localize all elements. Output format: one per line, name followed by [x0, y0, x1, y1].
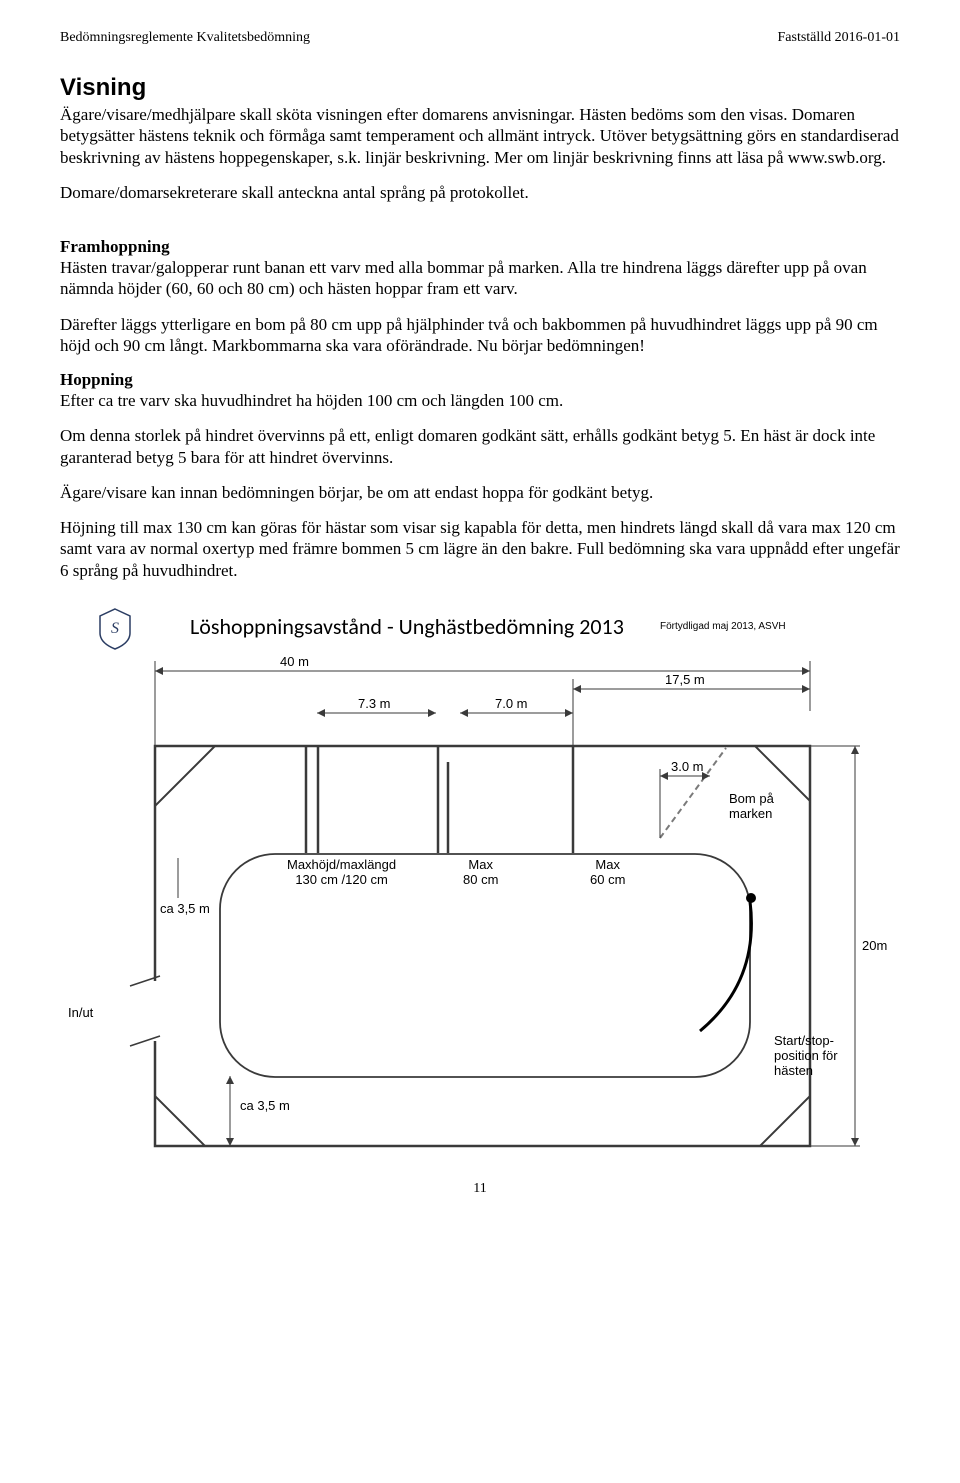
obst2-label: Max 80 cm [463, 857, 498, 887]
obst1-l2: 130 cm /120 cm [295, 872, 388, 887]
section-title-framhoppning: Framhoppning [60, 237, 900, 257]
ground-l1: Bom på [729, 791, 774, 806]
svg-text:S: S [111, 620, 119, 637]
header-right: Fastställd 2016-01-01 [778, 30, 901, 46]
height-label: 20m [862, 938, 887, 953]
framhoppning-paragraph-2: Därefter läggs ytterligare en bom på 80 … [60, 314, 900, 357]
arena-diagram: S [60, 601, 900, 1151]
label-dist3: 17,5 m [665, 672, 705, 687]
start-stop-label: Start/stop- position för hästen [774, 1033, 838, 1078]
hoppning-paragraph-2: Om denna storlek på hindret övervinns på… [60, 425, 900, 468]
start-l3: hästen [774, 1063, 813, 1078]
logo-icon: S [100, 609, 130, 649]
section-title-hoppning: Hoppning [60, 370, 900, 390]
obst2-l2: 80 cm [463, 872, 498, 887]
diagram-subtitle: Förtydligad maj 2013, ASVH [660, 621, 786, 632]
side2-label: ca 3,5 m [240, 1098, 290, 1113]
page-number: 11 [60, 1181, 900, 1197]
hoppning-paragraph-1: Efter ca tre varv ska huvudhindret ha hö… [60, 390, 900, 411]
visning-paragraph-2: Domare/domarsekreterare skall anteckna a… [60, 182, 900, 203]
obst2-l1: Max [468, 857, 493, 872]
start-l1: Start/stop- [774, 1033, 834, 1048]
hoppning-paragraph-4: Höjning till max 130 cm kan göras för hä… [60, 517, 900, 581]
hoppning-paragraph-3: Ägare/visare kan innan bedömningen börja… [60, 482, 900, 503]
label-dist1: 7.3 m [358, 696, 391, 711]
header-left: Bedömningsreglemente Kvalitetsbedömning [60, 30, 310, 46]
obst1-l1: Maxhöjd/maxlängd [287, 857, 396, 872]
obst3-l2: 60 cm [590, 872, 625, 887]
visning-paragraph-1: Ägare/visare/medhjälpare skall sköta vis… [60, 104, 900, 168]
side1-label: ca 3,5 m [160, 901, 210, 916]
label-total-width: 40 m [280, 654, 309, 669]
ground-rail-label: Bom på marken [729, 791, 774, 821]
obst1-label: Maxhöjd/maxlängd 130 cm /120 cm [287, 857, 396, 887]
obst3-l1: Max [595, 857, 620, 872]
page-header: Bedömningsreglemente Kvalitetsbedömning … [60, 30, 900, 46]
ground-l2: marken [729, 806, 772, 821]
framhoppning-paragraph-1: Hästen travar/galopperar runt banan ett … [60, 257, 900, 300]
label-dist2: 7.0 m [495, 696, 528, 711]
diagram-title: Löshoppningsavstånd - Unghästbedömning 2… [190, 613, 624, 640]
obst3-label: Max 60 cm [590, 857, 625, 887]
section-title-visning: Visning [60, 74, 900, 102]
start-l2: position för [774, 1048, 838, 1063]
ground-dist: 3.0 m [671, 759, 704, 774]
page: Bedömningsreglemente Kvalitetsbedömning … [0, 0, 960, 1227]
in-out-label: In/ut [68, 1005, 93, 1020]
